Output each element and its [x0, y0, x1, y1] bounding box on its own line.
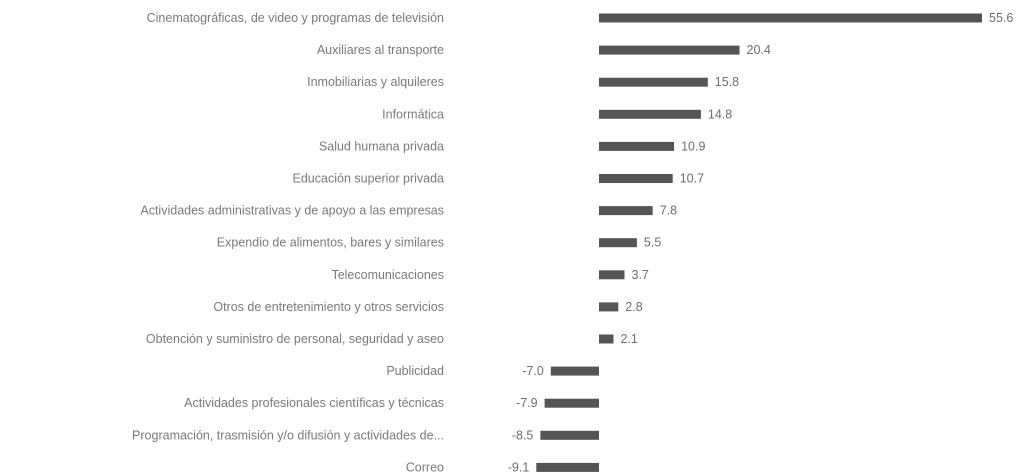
data-label: 10.9: [681, 139, 705, 153]
data-label: -7.0: [522, 364, 544, 378]
data-label: 2.1: [621, 332, 638, 346]
data-label: -9.1: [508, 460, 530, 473]
category-label: Correo: [406, 460, 444, 473]
bar: [540, 430, 599, 440]
data-label: 10.7: [680, 172, 704, 186]
bar: [599, 13, 982, 23]
bar: [599, 77, 708, 87]
category-label: Telecomunicaciones: [331, 268, 444, 282]
category-label: Informática: [382, 107, 444, 121]
category-label: Publicidad: [386, 364, 444, 378]
bar: [599, 270, 625, 280]
category-label: Programación, trasmisión y/o difusión y …: [132, 428, 444, 442]
category-label: Obtención y suministro de personal, segu…: [146, 332, 444, 346]
data-label: 7.8: [660, 204, 677, 218]
bar: [599, 174, 673, 183]
category-label: Actividades administrativas y de apoyo a…: [140, 204, 444, 218]
data-label: -8.5: [512, 428, 534, 442]
bar: [599, 141, 675, 151]
bar: [599, 334, 614, 344]
bar: [599, 206, 653, 216]
category-label: Inmobiliarias y alquileres: [307, 75, 444, 89]
category-label: Auxiliares al transporte: [317, 43, 444, 57]
data-label: 5.5: [644, 236, 661, 250]
category-label: Salud humana privada: [319, 139, 444, 153]
category-label: Educación superior privada: [293, 172, 445, 186]
bar: [599, 302, 619, 312]
category-label: Cinematográficas, de video y programas d…: [147, 11, 444, 25]
bar: [550, 366, 599, 376]
bar: [599, 45, 740, 55]
category-label: Expendio de alimentos, bares y similares: [217, 236, 444, 250]
data-label: 14.8: [708, 107, 732, 121]
value-labels: 55.6 20.4 15.8 14.8 10.9 10.7 7.8 5.5 3.7 2.8 2.1 -…: [508, 11, 1014, 473]
data-label: 20.4: [747, 43, 771, 57]
data-label: 2.8: [625, 300, 642, 314]
data-label: 55.6: [989, 11, 1013, 25]
bar: [599, 238, 637, 248]
category-label: Actividades profesionales científicas y …: [184, 396, 444, 410]
category-label: Otros de entretenimiento y otros servici…: [213, 300, 444, 314]
bar: [544, 398, 599, 408]
bars: [536, 13, 982, 472]
data-label: 15.8: [715, 75, 739, 89]
category-labels: Cinematográficas, de video y programas d…: [132, 11, 444, 473]
bar: [536, 462, 599, 472]
data-label: -7.9: [516, 396, 538, 410]
data-label: 3.7: [632, 268, 649, 282]
bar: [599, 109, 701, 119]
